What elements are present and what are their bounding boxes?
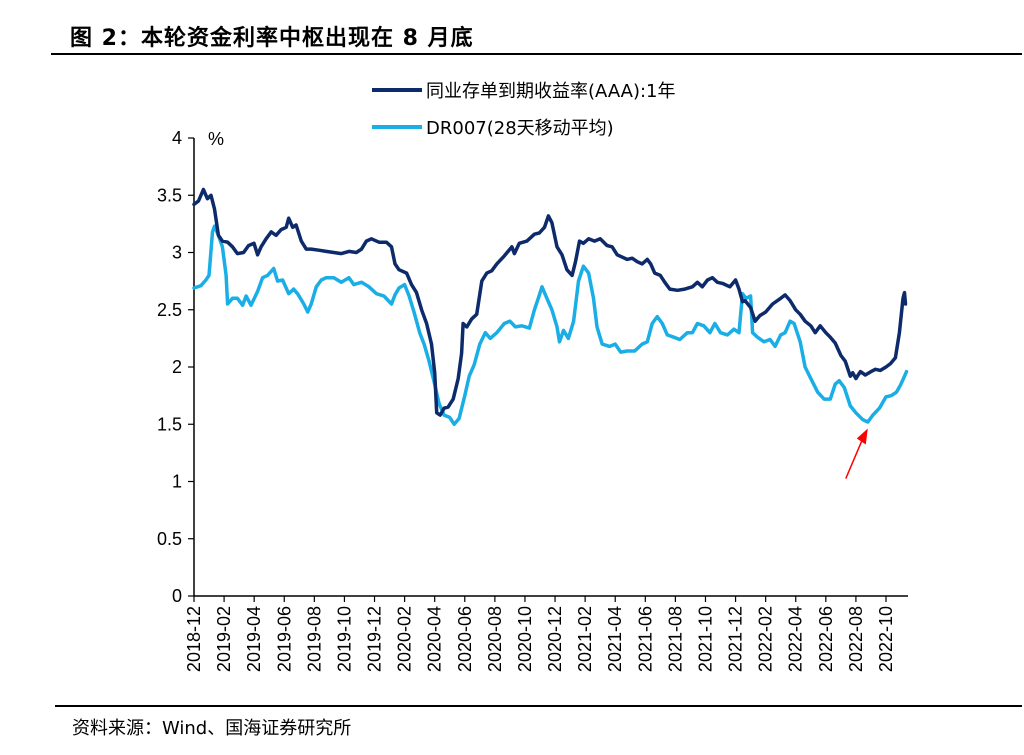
- x-tick-label: 2021-02: [575, 606, 595, 672]
- x-tick-label: 2020-02: [395, 606, 415, 672]
- x-tick-label: 2019-10: [334, 606, 354, 672]
- legend-label-series-2: DR007(28天移动平均): [426, 118, 614, 139]
- x-tick-label: 2022-02: [756, 606, 776, 672]
- annotation-arrow-head: [856, 428, 868, 445]
- x-tick-label: 2019-02: [214, 606, 234, 672]
- y-axis-unit-label: %: [208, 129, 224, 149]
- series-line-1: [192, 187, 908, 417]
- y-tick-label: 0.5: [157, 529, 182, 549]
- y-tick-label: 3: [172, 243, 182, 263]
- x-tick-label: 2020-06: [455, 606, 475, 672]
- axes: 0 0.5 1 1.5 2 2.5 3 3.5 4 2018-12 2019-02 2019-04 20…: [157, 128, 908, 672]
- y-tick-label: 1: [172, 472, 182, 492]
- x-tick-label: 2022-04: [786, 606, 806, 672]
- title-rule: [51, 53, 1022, 55]
- x-tick-label: 2019-06: [274, 606, 294, 672]
- x-tick-label: 2020-08: [485, 606, 505, 672]
- x-tick-label: 2018-12: [184, 606, 204, 672]
- x-tick-label: 2019-08: [304, 606, 324, 672]
- x-tick-label: 2021-06: [635, 606, 655, 672]
- x-tick-label: 2021-12: [726, 606, 746, 672]
- y-tick-label: 2.5: [157, 300, 182, 320]
- y-tick-label: 1.5: [157, 414, 182, 434]
- y-tick-label: 2: [172, 357, 182, 377]
- annotation-arrow-shaft: [845, 438, 864, 479]
- legend: 同业存单到期收益率(AAA):1年 DR007(28天移动平均): [372, 81, 676, 139]
- source-note: 资料来源：Wind、国海证券研究所: [72, 718, 352, 739]
- legend-label-series-1: 同业存单到期收益率(AAA):1年: [426, 81, 676, 102]
- series-line-2: [192, 224, 909, 427]
- x-tick-label: 2020-04: [425, 606, 445, 672]
- x-tick-label: 2019-04: [244, 606, 264, 672]
- y-tick-label: 0: [172, 586, 182, 606]
- x-tick-label: 2021-08: [665, 606, 685, 672]
- x-tick-label: 2021-10: [695, 606, 715, 672]
- x-tick-label: 2022-08: [846, 606, 866, 672]
- annotation: [845, 428, 868, 479]
- x-tick-label: 2021-04: [605, 606, 625, 672]
- x-tick-label: 2019-12: [365, 606, 385, 672]
- figure-title: 图 2：本轮资金利率中枢出现在 8 月底: [70, 26, 474, 51]
- x-tick-label: 2020-12: [545, 606, 565, 672]
- x-tick-label: 2022-06: [816, 606, 836, 672]
- series-group: [192, 187, 909, 427]
- source-rule: [55, 705, 1022, 707]
- line-chart: 同业存单到期收益率(AAA):1年 DR007(28天移动平均) % 0 0.5 1…: [157, 81, 909, 672]
- y-tick-label: 3.5: [157, 185, 182, 205]
- x-tick-label: 2022-10: [876, 606, 896, 672]
- x-tick-label: 2020-10: [515, 606, 535, 672]
- y-tick-label: 4: [172, 128, 182, 148]
